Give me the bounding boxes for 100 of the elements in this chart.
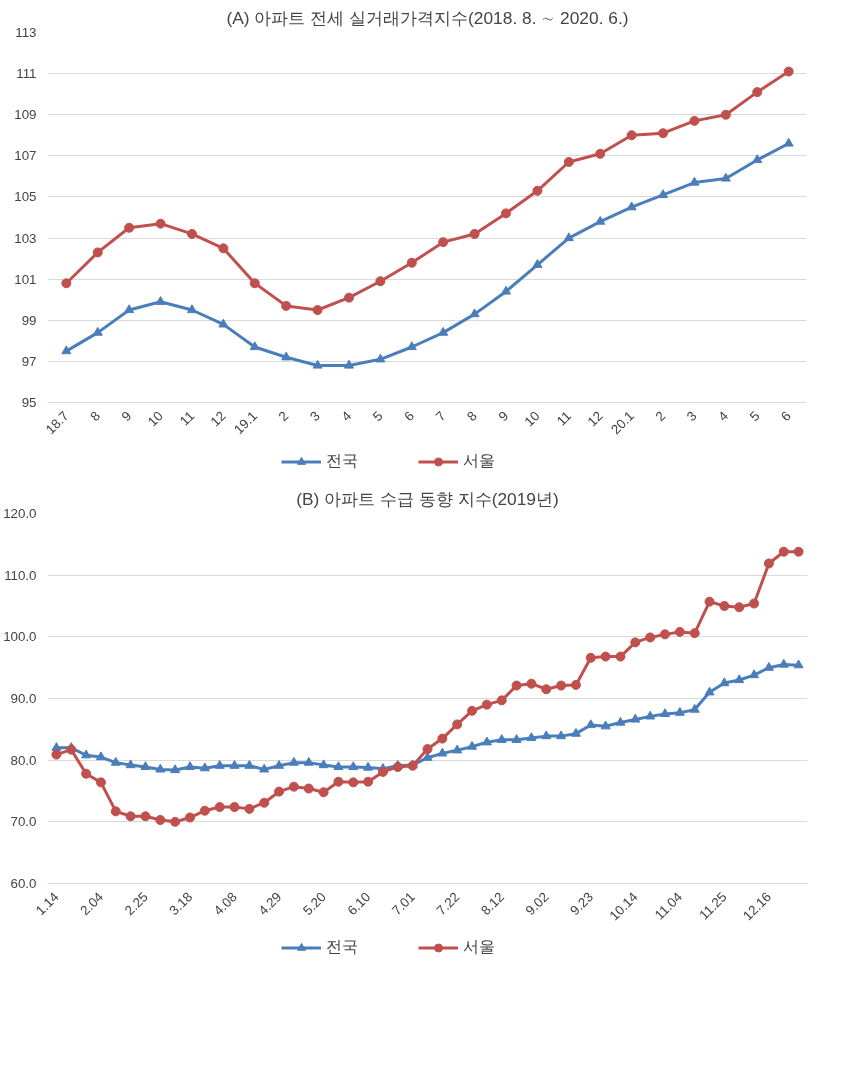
point — [783, 66, 794, 77]
point — [110, 806, 121, 817]
x-tick-label: 11 — [176, 408, 198, 429]
point — [281, 351, 292, 361]
point — [288, 756, 299, 766]
point — [377, 766, 388, 777]
x-tick-label: 8 — [87, 408, 104, 425]
point — [532, 259, 543, 268]
point — [343, 292, 354, 303]
x-tick-label: 8 — [464, 408, 480, 425]
point — [626, 201, 637, 211]
point — [556, 730, 567, 740]
x-tick-label: 9 — [118, 408, 135, 425]
point — [218, 318, 229, 328]
point — [452, 744, 463, 754]
point — [615, 651, 626, 662]
point — [783, 137, 794, 147]
point — [556, 680, 567, 691]
x-tick-label: 6 — [401, 408, 418, 425]
point — [585, 652, 596, 663]
point — [526, 678, 537, 689]
x-tick-label: 3 — [307, 408, 323, 425]
point — [186, 228, 197, 239]
point — [778, 658, 789, 668]
point — [333, 761, 344, 771]
point — [452, 719, 463, 730]
point — [660, 708, 670, 718]
x-tick-label: 6.10 — [344, 889, 374, 919]
point — [438, 237, 449, 248]
point — [406, 257, 417, 268]
point — [92, 247, 103, 258]
x-tick-label: 12 — [207, 408, 229, 430]
point — [734, 674, 745, 684]
point — [375, 353, 386, 363]
point — [734, 602, 745, 613]
point — [244, 803, 255, 814]
y-tick-label: 111 — [16, 66, 37, 82]
point — [218, 243, 229, 254]
point — [95, 777, 106, 788]
point — [318, 787, 329, 798]
y-tick-label: 97 — [21, 353, 37, 369]
point — [437, 733, 448, 744]
y-tick-label: 107 — [14, 148, 37, 164]
y-tick-label: 99 — [21, 312, 37, 328]
point — [689, 703, 700, 713]
point — [600, 720, 611, 730]
point — [199, 762, 210, 772]
x-tick-label: 3 — [683, 408, 700, 425]
y-tick-label: 120.0 — [3, 506, 37, 521]
point — [348, 761, 359, 771]
x-tick-label: 10 — [144, 408, 166, 430]
point — [61, 278, 72, 289]
point — [288, 781, 299, 792]
point — [541, 684, 552, 695]
y-tick-label: 113 — [15, 25, 37, 40]
x-tick-label: 4 — [715, 407, 732, 425]
point — [51, 742, 62, 751]
point — [563, 157, 574, 167]
x-tick-label: 5 — [369, 408, 386, 425]
point — [312, 359, 323, 369]
point — [333, 776, 344, 787]
point — [630, 637, 641, 648]
point — [259, 763, 270, 773]
chart-title: (A) 아파트 전세 실거래가격지수(2018. 8. ∼ 2020. 6.) — [226, 7, 629, 28]
point — [438, 326, 449, 336]
point — [155, 296, 166, 305]
point — [318, 759, 329, 769]
point — [778, 546, 789, 557]
point — [199, 805, 210, 816]
x-tick-label: 4.29 — [255, 889, 285, 919]
x-tick-label: 19.1 — [231, 408, 261, 438]
point — [469, 228, 480, 239]
point — [689, 176, 700, 186]
point — [511, 680, 522, 691]
point — [363, 761, 374, 771]
x-tick-label: 4.08 — [210, 889, 240, 919]
x-tick-label: 7.01 — [389, 889, 418, 919]
point — [186, 304, 197, 314]
point — [281, 300, 292, 311]
point — [496, 734, 507, 743]
point — [125, 811, 136, 822]
point — [95, 751, 106, 761]
point — [501, 208, 512, 219]
point — [600, 651, 611, 662]
point — [626, 130, 637, 141]
point — [81, 749, 92, 759]
y-tick-label: 109 — [14, 107, 37, 123]
x-tick-label: 7 — [432, 408, 449, 425]
point — [51, 749, 62, 760]
point — [749, 669, 760, 679]
point — [563, 232, 574, 242]
chart-title: (B) 아파트 수급 동향 지수(2019년) — [296, 488, 559, 509]
point — [511, 734, 522, 743]
y-tick-label: 60.0 — [10, 876, 37, 891]
point — [110, 756, 121, 766]
point — [570, 679, 581, 690]
point — [81, 768, 92, 779]
point — [595, 215, 606, 225]
point — [570, 727, 581, 737]
point — [595, 148, 606, 159]
